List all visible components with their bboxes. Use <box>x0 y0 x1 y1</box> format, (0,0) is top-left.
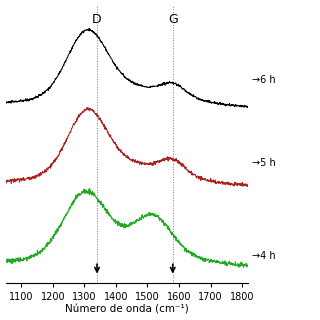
Text: →5 h: →5 h <box>252 158 276 168</box>
X-axis label: Número de onda (cm⁻¹): Número de onda (cm⁻¹) <box>65 304 189 315</box>
Text: G: G <box>168 13 178 26</box>
Text: →4 h: →4 h <box>252 251 276 260</box>
Text: →6 h: →6 h <box>252 75 276 85</box>
Text: D: D <box>92 13 102 26</box>
